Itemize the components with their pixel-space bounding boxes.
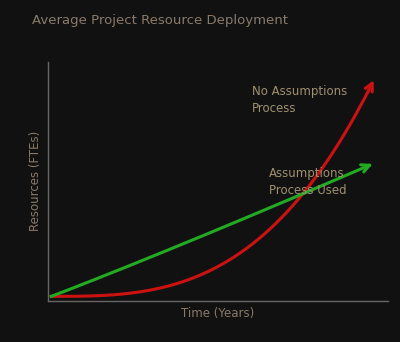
Text: Assumptions
Process Used: Assumptions Process Used — [269, 167, 347, 197]
Text: No Assumptions
Process: No Assumptions Process — [252, 86, 347, 116]
X-axis label: Time (Years): Time (Years) — [181, 306, 255, 319]
Text: Average Project Resource Deployment: Average Project Resource Deployment — [32, 14, 288, 27]
Y-axis label: Resources (FTEs): Resources (FTEs) — [30, 131, 42, 232]
